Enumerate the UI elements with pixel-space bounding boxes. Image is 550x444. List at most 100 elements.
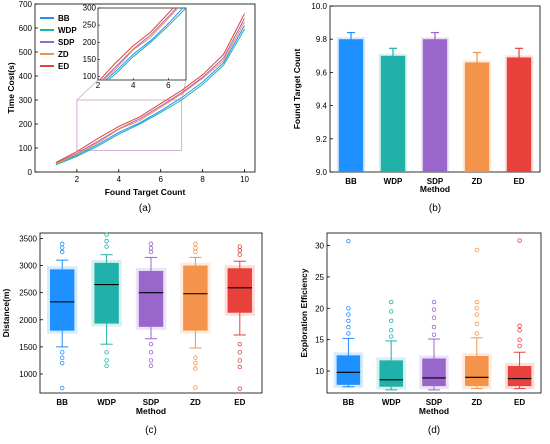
panel-d-box-ed: [507, 366, 532, 387]
panel-c-outlier-ed: [237, 386, 242, 391]
panel-b-y-label: Found Target Count: [292, 49, 302, 130]
panel-d-y-tick-label: 20: [315, 304, 324, 313]
panel-b-bar-zd: [464, 62, 490, 172]
panel-d-box-plot: 10 15 20 25 30 BB WDP SDP ZD ED Method Explorati…: [299, 232, 542, 436]
panel-c-outlier-ed: [237, 341, 242, 347]
panel-d-outlier-zd: [474, 299, 479, 305]
panel-a-inset-lines: [98, 8, 186, 80]
panel-c-outlier-sdp: [148, 363, 154, 369]
panel-a-inset-line-wdp: [107, 8, 186, 80]
panel-a-line-chart: 0 100 200 300 400 500 600 700 2 4 6 8 10 100 150 200 2…: [6, 0, 256, 214]
panel-d-x-tick-label: SDP: [426, 398, 443, 407]
panel-c-x-ticks: BB WDP SDP ZD ED: [56, 398, 245, 407]
panel-d-x-label: Method: [419, 406, 449, 416]
panel-a-zoom-region: [76, 79, 187, 151]
panel-d-outlier-ed: [517, 337, 522, 342]
panel-a-legend-label: WDP: [58, 26, 77, 35]
panel-c-outlier-wdp: [104, 244, 109, 249]
panel-c-x-label: Method: [136, 406, 166, 416]
panel-a-x-tick-label: 10: [240, 175, 249, 184]
panel-c-box-plot: 1000 1500 2000 2500 3000 3500 BB WDP SDP ZD ED Me…: [1, 232, 263, 436]
panel-d-outlier-bb: [346, 324, 351, 330]
panel-a-caption: (a): [139, 203, 151, 214]
panel-a-legend-label: ED: [58, 62, 69, 71]
panel-a-x-tick-label: 8: [200, 175, 205, 184]
panel-c-outlier-ed: [237, 350, 242, 355]
panel-d-y-tick-label: 25: [315, 273, 324, 282]
panel-d-outlier-sdp: [431, 315, 437, 320]
panel-d-outlier-zd: [474, 247, 479, 253]
panel-a-y-tick-label: 300: [19, 96, 33, 105]
panel-d-outlier-zd: [474, 306, 479, 311]
panel-b-bar-sdp: [422, 39, 448, 173]
panel-a-y-tick-label: 0: [28, 168, 33, 177]
panel-c-outlier-sdp: [148, 358, 154, 363]
panel-d-outlier-bb: [346, 318, 351, 324]
panel-d-caption: (d): [428, 425, 440, 436]
panel-d-outlier-zd: [474, 312, 479, 317]
panel-b-y-tick-label: 9.0: [316, 168, 328, 177]
panel-b-bars: [336, 31, 534, 173]
panel-d-outlier-ed: [517, 343, 522, 349]
panel-a-y-tick-label: 400: [19, 72, 33, 81]
panel-c-outlier-ed: [237, 358, 242, 363]
panel-c-y-label: Distance(m): [1, 289, 11, 338]
panel-a-y-tick-label: 500: [19, 48, 33, 57]
panel-c-outlier-bb: [60, 249, 65, 255]
panel-a-legend-label: SDP: [58, 38, 75, 47]
panel-a-legend: BB WDP SDP ZD ED: [40, 14, 77, 71]
panel-a-y-tick-label: 700: [19, 0, 33, 9]
panel-c-x-tick-label: ED: [234, 398, 245, 407]
panel-c-box-zd: [183, 265, 208, 331]
panel-a-x-tick-label: 2: [75, 175, 80, 184]
panel-d-x-tick-label: ZD: [471, 398, 482, 407]
panel-a-inset: 100 150 200 250 300 2 4 6: [83, 4, 187, 90]
panel-a-x-tick-label: 4: [117, 175, 122, 184]
panel-d-outlier-wdp: [389, 328, 394, 333]
panel-b-x-tick-label: BB: [345, 177, 357, 186]
panel-c-box-ed: [227, 268, 253, 313]
panel-c-outlier-bb: [60, 385, 65, 391]
panel-c-outlier-bb: [60, 350, 65, 355]
panel-d-x-ticks: BB WDP SDP ZD ED: [343, 398, 526, 407]
panel-d-box-bb: [336, 355, 361, 385]
panel-a-inset-y-tick-label: 200: [83, 38, 97, 47]
panel-d-outlier-bb: [346, 331, 351, 336]
panel-d-outlier-ed: [517, 328, 522, 333]
panel-c-box-wdp: [94, 262, 119, 324]
panel-c-outlier-bb: [60, 355, 65, 360]
panel-d-x-tick-label: BB: [343, 398, 355, 407]
panel-c-y-tick-label: 3000: [19, 262, 37, 271]
panel-c-outlier-wdp: [104, 238, 109, 244]
panel-c-outlier-bb: [60, 241, 65, 247]
panel-c-x-tick-label: BB: [56, 398, 68, 407]
panel-d-y-tick-label: 15: [315, 336, 324, 345]
panel-c-outlier-bb: [60, 245, 65, 250]
panel-d-box-sdp: [422, 358, 446, 387]
panel-a-series-line-sdp: [55, 18, 245, 164]
panel-b-y-tick-label: 9.6: [316, 68, 328, 77]
panel-c-box-bb: [49, 269, 75, 331]
panel-c-outlier-zd: [193, 360, 198, 366]
panel-b-bar-ed: [506, 57, 532, 172]
panel-c-outlier-ed: [237, 252, 242, 257]
panel-c-outlier-wdp: [104, 232, 109, 237]
panel-a-zoom-box: [76, 99, 183, 151]
panel-d-outlier-ed: [517, 238, 522, 243]
panel-d-outlier-wdp: [389, 299, 394, 305]
panel-d-outlier-wdp: [389, 334, 394, 339]
panel-a-y-tick-label: 600: [19, 24, 33, 33]
panel-a-inset-line-ed: [98, 8, 174, 80]
panel-c-outlier-wdp: [104, 358, 109, 363]
panel-a-inset-line-sdp: [101, 8, 178, 80]
panel-a-inset-x-tick-label: 6: [166, 81, 171, 90]
panel-a-x-tick-label: 6: [158, 175, 163, 184]
panel-c-outlier-zd: [193, 366, 198, 371]
panel-a-inset-x-tick-label: 4: [131, 81, 136, 90]
panel-c-x-tick-label: WDP: [97, 398, 116, 407]
panel-a-inset-y-tick-label: 300: [83, 4, 97, 13]
panel-c-y-ticks: 1000 1500 2000 2500 3000 3500: [19, 234, 43, 379]
panel-a-legend-label: ZD: [58, 50, 69, 59]
panel-b-y-tick-label: 9.8: [316, 35, 328, 44]
